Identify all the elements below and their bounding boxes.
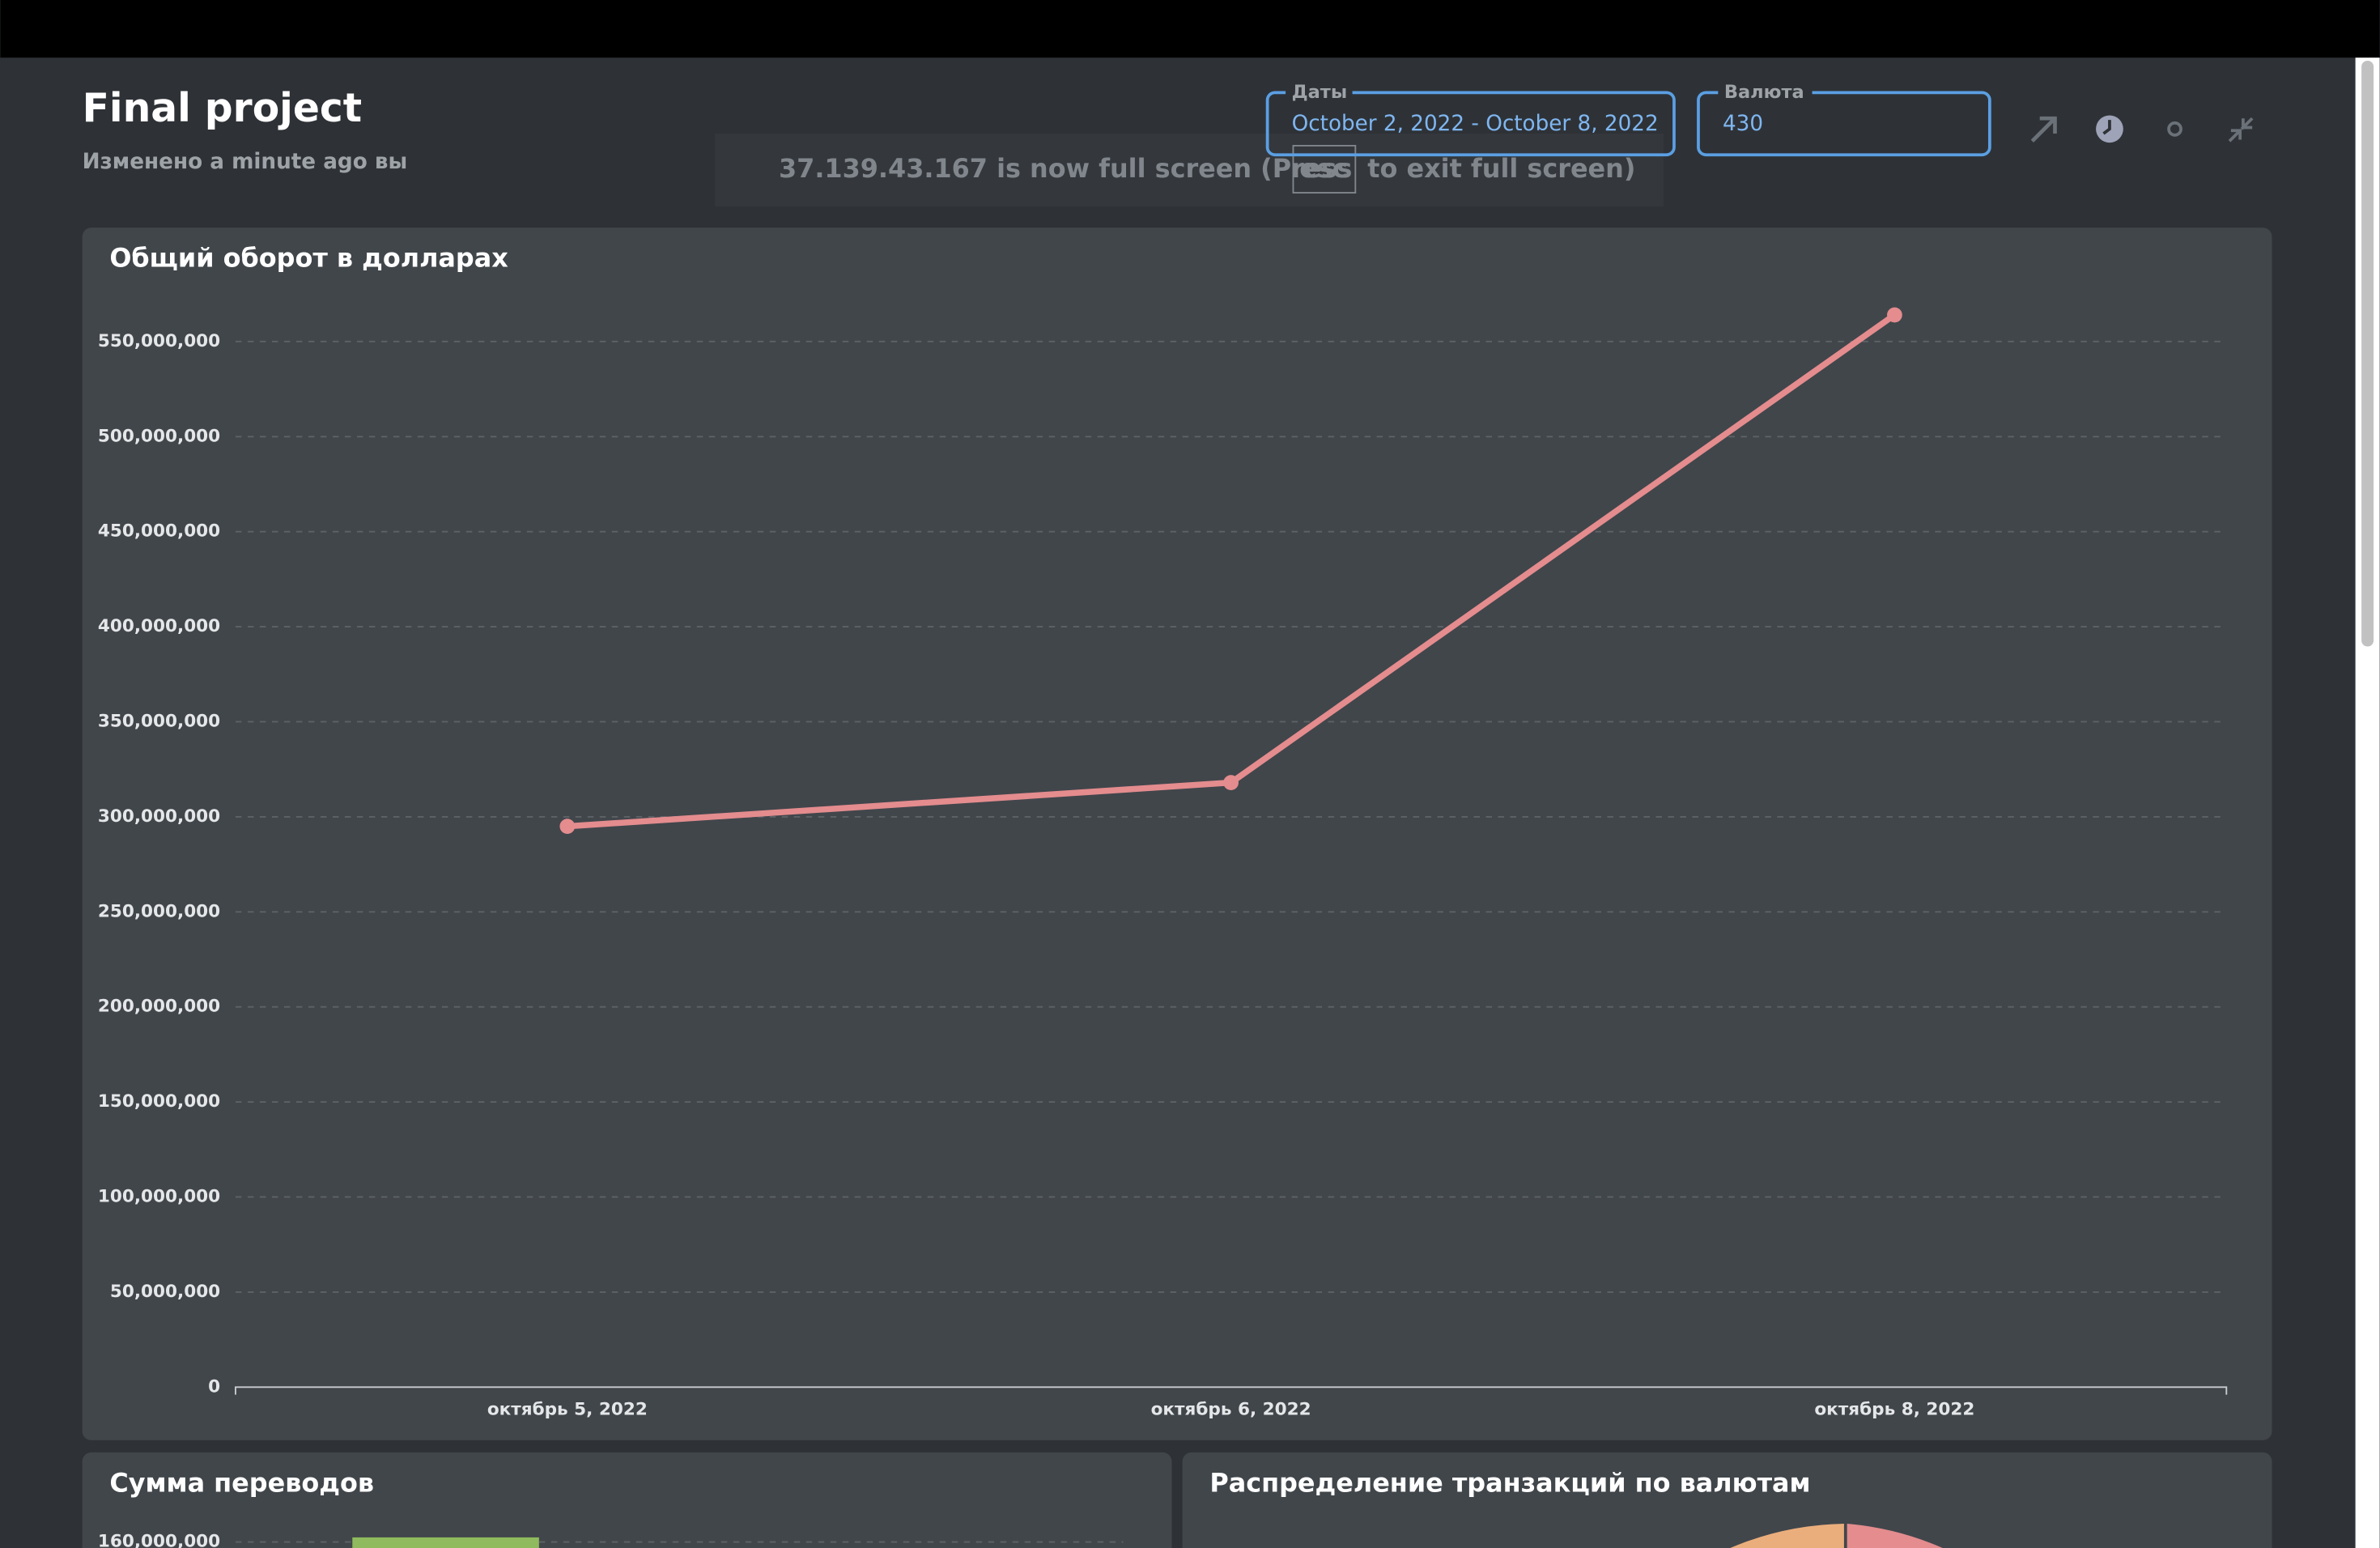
point [1887, 307, 1902, 323]
y-tick-label: 50,000,000 [110, 1282, 220, 1302]
filter-value: 430 [1723, 112, 1763, 136]
currency-filter[interactable] [1697, 91, 1991, 157]
notice-text: 37.139.43.167 is now full screen (Press [779, 153, 1352, 184]
bar-card [82, 1452, 1172, 1548]
exit-fullscreen-icon[interactable] [2228, 117, 2254, 142]
y-tick-label: 200,000,000 [98, 997, 220, 1017]
dashboard-subtitle: Изменено a minute ago вы [83, 150, 408, 174]
clock-hands [2102, 120, 2111, 135]
chart-title: Общий оборот в долларах [109, 243, 508, 274]
y-tick-label: 400,000,000 [98, 616, 220, 636]
pie-silhouette [1730, 1524, 1844, 1548]
filter-label: Даты [1292, 82, 1348, 103]
y-tick-label: 350,000,000 [98, 711, 220, 731]
panel-title: Сумма переводов [109, 1467, 374, 1498]
y-tick-label: 150,000,000 [98, 1091, 220, 1112]
y-tick-label: 250,000,000 [98, 901, 220, 921]
y-tick-label: 450,000,000 [98, 521, 220, 542]
filter-value: October 2, 2022 - October 8, 2022 [1292, 112, 1659, 136]
pie-silhouette [1847, 1524, 1943, 1548]
fullscreen-notice [715, 133, 1664, 206]
chart-card [82, 228, 2272, 1440]
esc-key [1292, 145, 1357, 194]
point [559, 819, 576, 834]
filter-label-bg [1718, 82, 1813, 100]
filter-label: Валюта [1724, 82, 1804, 103]
y-tick-label: 500,000,000 [98, 426, 220, 446]
scrollbar-thumb[interactable] [2361, 60, 2374, 647]
bar-silhouette [352, 1537, 539, 1548]
filter-label-bg [1286, 82, 1353, 100]
y-tick-label: 100,000,000 [98, 1186, 220, 1206]
notice-text: to exit full screen) [1367, 153, 1635, 184]
theme-icon[interactable] [2167, 121, 2182, 137]
share-icon[interactable] [2030, 116, 2057, 142]
x-tick-label: октябрь 6, 2022 [1151, 1399, 1311, 1419]
x-tick-label: октябрь 8, 2022 [1814, 1399, 1974, 1419]
x-axis [234, 1386, 2228, 1395]
point [1223, 775, 1239, 790]
x-tick-label: октябрь 5, 2022 [487, 1399, 648, 1419]
plot: 0 50,000,000 100,000,000 150,000,000 200,000… [98, 307, 2228, 1419]
panel-title: Распределение транзакций по валютам [1209, 1467, 1810, 1498]
y-tick-label: 550,000,000 [98, 331, 220, 351]
top-bar [0, 0, 2380, 58]
dashboard-title: Final project [83, 86, 362, 131]
y-tick-label: 300,000,000 [98, 806, 220, 827]
y-tick-label: 0 [208, 1376, 220, 1397]
date-filter[interactable] [1265, 91, 1676, 157]
notice-key: esc [1299, 153, 1347, 184]
y-tick-label: 160,000,000 [98, 1532, 220, 1548]
pie-card [1182, 1452, 2272, 1548]
